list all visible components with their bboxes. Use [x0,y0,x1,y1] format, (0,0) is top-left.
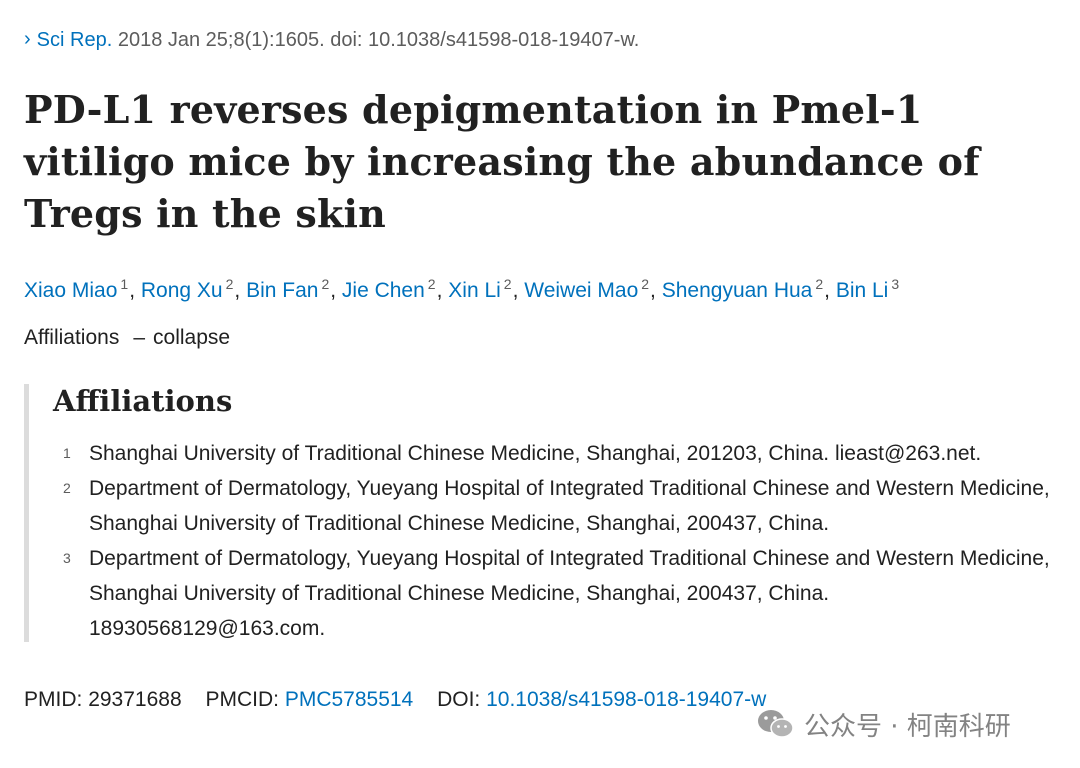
citation-details: 2018 Jan 25;8(1):1605. doi: 10.1038/s415… [112,29,640,51]
affiliation-item: 2 Department of Dermatology, Yueyang Hos… [53,471,1053,541]
pmid-value: 29371688 [88,688,182,711]
author-link[interactable]: Weiwei Mao [524,279,639,302]
pmid-label: PMID: [24,688,83,711]
author-separator: , [512,279,525,302]
doi-link[interactable]: 10.1038/s41598-018-19407-w [486,688,767,711]
affiliation-number: 3 [63,550,71,566]
article-identifiers: PMID: 29371688 PMCID: PMC5785514 DOI: 10… [24,684,766,716]
watermark: 公众号 · 柯南科研 [756,704,1011,744]
author-affiliation-number[interactable]: 2 [815,276,824,292]
author-link[interactable]: Xiao Miao [24,279,118,302]
author-separator: , [436,279,449,302]
author-link[interactable]: Bin Fan [246,279,319,302]
affiliations-toggle-label: Affiliations [24,326,120,349]
watermark-text: 公众号 · 柯南科研 [804,711,1011,742]
author-affiliation-number[interactable]: 2 [427,276,436,292]
author-separator: , [824,279,836,302]
author-separator: , [129,279,141,302]
author-affiliation-number[interactable]: 2 [225,276,234,292]
chevron-right-icon[interactable]: › [24,28,31,50]
pmcid-link[interactable]: PMC5785514 [284,688,414,711]
author-separator: , [650,279,662,302]
author-link[interactable]: Rong Xu [140,279,223,302]
affiliation-item: 3 Department of Dermatology, Yueyang Hos… [53,541,1053,646]
author-affiliation-number[interactable]: 2 [321,276,330,292]
author-link[interactable]: Jie Chen [341,279,425,302]
affiliations-panel: Affiliations 1 Shanghai University of Tr… [24,384,1059,642]
pmcid-label: PMCID: [205,688,279,711]
author-affiliation-number[interactable]: 3 [891,276,900,292]
affiliations-heading: Affiliations [53,384,233,418]
doi-label: DOI: [437,688,481,711]
affiliation-text: Department of Dermatology, Yueyang Hospi… [89,477,1050,535]
author-separator: , [234,279,247,302]
affiliations-toggle[interactable]: Affiliations – collapse [24,322,230,354]
wechat-icon [758,710,794,738]
author-affiliation-number[interactable]: 2 [641,276,650,292]
collapse-link[interactable]: collapse [153,326,231,349]
authors-list: Xiao Miao 1, Rong Xu 2, Bin Fan 2, Jie Chen… [24,268,900,307]
author-affiliation-number[interactable]: 2 [503,276,512,292]
affiliation-text: Department of Dermatology, Yueyang Hospi… [89,547,1050,640]
author-link[interactable]: Xin Li [448,279,501,302]
affiliation-number: 2 [63,480,71,496]
collapse-dash-icon: – [133,326,146,349]
author-link[interactable]: Shengyuan Hua [661,279,813,302]
author-link[interactable]: Bin Li [835,279,889,302]
citation-line: › Sci Rep. 2018 Jan 25;8(1):1605. doi: 10… [24,26,639,54]
author-affiliation-number[interactable]: 1 [120,276,129,292]
affiliation-number: 1 [63,445,71,461]
affiliation-text: Shanghai University of Traditional Chine… [89,442,982,465]
author-separator: , [330,279,342,302]
journal-link[interactable]: Sci Rep. [36,29,113,51]
affiliation-item: 1 Shanghai University of Traditional Chi… [53,436,1053,471]
article-title: PD-L1 reverses depigmentation in Pmel-1 … [24,87,980,236]
affiliations-list: 1 Shanghai University of Traditional Chi… [53,436,1053,646]
